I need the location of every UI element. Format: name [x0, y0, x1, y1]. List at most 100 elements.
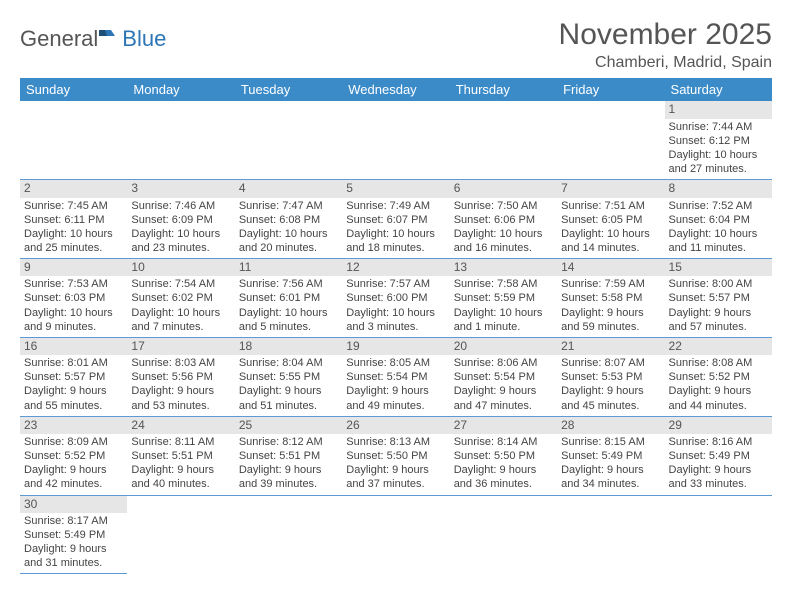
- sunset-text: Sunset: 6:11 PM: [24, 213, 123, 227]
- day-number: 28: [557, 417, 664, 435]
- sunrise-text: Sunrise: 8:05 AM: [346, 356, 445, 370]
- calendar-cell: [235, 101, 342, 179]
- day-number: [450, 496, 557, 512]
- sunrise-text: Sunrise: 8:08 AM: [669, 356, 768, 370]
- sunset-text: Sunset: 5:57 PM: [24, 370, 123, 384]
- day-details: Sunrise: 7:49 AMSunset: 6:07 PMDaylight:…: [342, 198, 449, 258]
- day-details: Sunrise: 7:54 AMSunset: 6:02 PMDaylight:…: [127, 276, 234, 336]
- day-number: 19: [342, 338, 449, 356]
- daylight-text: Daylight: 9 hours and 57 minutes.: [669, 306, 768, 334]
- calendar-cell: [450, 101, 557, 179]
- sunset-text: Sunset: 5:49 PM: [669, 449, 768, 463]
- sunrise-text: Sunrise: 8:03 AM: [131, 356, 230, 370]
- sunset-text: Sunset: 5:50 PM: [346, 449, 445, 463]
- sunrise-text: Sunrise: 8:09 AM: [24, 435, 123, 449]
- day-number: 27: [450, 417, 557, 435]
- sunset-text: Sunset: 5:55 PM: [239, 370, 338, 384]
- day-number: [557, 496, 664, 512]
- daylight-text: Daylight: 10 hours and 20 minutes.: [239, 227, 338, 255]
- sunrise-text: Sunrise: 8:11 AM: [131, 435, 230, 449]
- day-number: [235, 496, 342, 512]
- sunrise-text: Sunrise: 8:12 AM: [239, 435, 338, 449]
- sunset-text: Sunset: 5:54 PM: [454, 370, 553, 384]
- day-number: 11: [235, 259, 342, 277]
- calendar-cell: 2Sunrise: 7:45 AMSunset: 6:11 PMDaylight…: [20, 179, 127, 258]
- daylight-text: Daylight: 10 hours and 9 minutes.: [24, 306, 123, 334]
- day-details: [127, 512, 234, 562]
- day-number: 12: [342, 259, 449, 277]
- calendar-cell: 3Sunrise: 7:46 AMSunset: 6:09 PMDaylight…: [127, 179, 234, 258]
- day-details: [557, 117, 664, 167]
- day-details: [127, 117, 234, 167]
- day-number: 20: [450, 338, 557, 356]
- sunrise-text: Sunrise: 7:51 AM: [561, 199, 660, 213]
- sunrise-text: Sunrise: 8:07 AM: [561, 356, 660, 370]
- day-details: Sunrise: 8:05 AMSunset: 5:54 PMDaylight:…: [342, 355, 449, 415]
- daylight-text: Daylight: 9 hours and 39 minutes.: [239, 463, 338, 491]
- day-header-row: Sunday Monday Tuesday Wednesday Thursday…: [20, 78, 772, 101]
- flag-icon: [98, 26, 120, 52]
- day-header: Monday: [127, 78, 234, 101]
- sunrise-text: Sunrise: 7:57 AM: [346, 277, 445, 291]
- calendar-cell: 16Sunrise: 8:01 AMSunset: 5:57 PMDayligh…: [20, 337, 127, 416]
- day-header: Sunday: [20, 78, 127, 101]
- day-number: [342, 101, 449, 117]
- sunrise-text: Sunrise: 8:15 AM: [561, 435, 660, 449]
- day-details: Sunrise: 7:57 AMSunset: 6:00 PMDaylight:…: [342, 276, 449, 336]
- calendar-cell: [557, 495, 664, 574]
- sunrise-text: Sunrise: 7:53 AM: [24, 277, 123, 291]
- day-number: 23: [20, 417, 127, 435]
- sunrise-text: Sunrise: 8:17 AM: [24, 514, 123, 528]
- title-block: November 2025 Chamberi, Madrid, Spain: [559, 18, 772, 72]
- day-number: [557, 101, 664, 117]
- sunset-text: Sunset: 5:59 PM: [454, 291, 553, 305]
- day-number: 8: [665, 180, 772, 198]
- daylight-text: Daylight: 9 hours and 40 minutes.: [131, 463, 230, 491]
- day-details: Sunrise: 8:04 AMSunset: 5:55 PMDaylight:…: [235, 355, 342, 415]
- sunset-text: Sunset: 6:07 PM: [346, 213, 445, 227]
- day-number: 6: [450, 180, 557, 198]
- calendar-cell: 1Sunrise: 7:44 AMSunset: 6:12 PMDaylight…: [665, 101, 772, 179]
- calendar-row: 2Sunrise: 7:45 AMSunset: 6:11 PMDaylight…: [20, 179, 772, 258]
- sunrise-text: Sunrise: 7:50 AM: [454, 199, 553, 213]
- daylight-text: Daylight: 9 hours and 49 minutes.: [346, 384, 445, 412]
- daylight-text: Daylight: 9 hours and 42 minutes.: [24, 463, 123, 491]
- sunset-text: Sunset: 5:51 PM: [239, 449, 338, 463]
- day-details: [20, 117, 127, 167]
- day-details: Sunrise: 7:56 AMSunset: 6:01 PMDaylight:…: [235, 276, 342, 336]
- sunset-text: Sunset: 6:04 PM: [669, 213, 768, 227]
- day-number: [127, 101, 234, 117]
- day-details: Sunrise: 7:44 AMSunset: 6:12 PMDaylight:…: [665, 119, 772, 179]
- logo: General Blue: [20, 26, 166, 52]
- day-details: Sunrise: 8:15 AMSunset: 5:49 PMDaylight:…: [557, 434, 664, 494]
- day-details: Sunrise: 8:08 AMSunset: 5:52 PMDaylight:…: [665, 355, 772, 415]
- sunrise-text: Sunrise: 8:16 AM: [669, 435, 768, 449]
- day-details: Sunrise: 8:11 AMSunset: 5:51 PMDaylight:…: [127, 434, 234, 494]
- calendar-cell: 24Sunrise: 8:11 AMSunset: 5:51 PMDayligh…: [127, 416, 234, 495]
- day-details: Sunrise: 8:09 AMSunset: 5:52 PMDaylight:…: [20, 434, 127, 494]
- day-details: Sunrise: 8:12 AMSunset: 5:51 PMDaylight:…: [235, 434, 342, 494]
- day-number: 18: [235, 338, 342, 356]
- calendar-cell: 10Sunrise: 7:54 AMSunset: 6:02 PMDayligh…: [127, 258, 234, 337]
- header: General Blue November 2025 Chamberi, Mad…: [20, 18, 772, 72]
- sunset-text: Sunset: 5:58 PM: [561, 291, 660, 305]
- sunset-text: Sunset: 5:52 PM: [669, 370, 768, 384]
- day-details: Sunrise: 8:07 AMSunset: 5:53 PMDaylight:…: [557, 355, 664, 415]
- day-number: 5: [342, 180, 449, 198]
- day-header: Tuesday: [235, 78, 342, 101]
- calendar-row: 1Sunrise: 7:44 AMSunset: 6:12 PMDaylight…: [20, 101, 772, 179]
- day-number: 21: [557, 338, 664, 356]
- day-details: Sunrise: 8:00 AMSunset: 5:57 PMDaylight:…: [665, 276, 772, 336]
- calendar-body: 1Sunrise: 7:44 AMSunset: 6:12 PMDaylight…: [20, 101, 772, 574]
- day-details: Sunrise: 7:47 AMSunset: 6:08 PMDaylight:…: [235, 198, 342, 258]
- daylight-text: Daylight: 10 hours and 14 minutes.: [561, 227, 660, 255]
- daylight-text: Daylight: 10 hours and 27 minutes.: [669, 148, 768, 176]
- day-details: [665, 512, 772, 562]
- sunset-text: Sunset: 5:51 PM: [131, 449, 230, 463]
- calendar-cell: 23Sunrise: 8:09 AMSunset: 5:52 PMDayligh…: [20, 416, 127, 495]
- sunrise-text: Sunrise: 7:44 AM: [669, 120, 768, 134]
- daylight-text: Daylight: 9 hours and 36 minutes.: [454, 463, 553, 491]
- calendar-cell: 15Sunrise: 8:00 AMSunset: 5:57 PMDayligh…: [665, 258, 772, 337]
- day-number: 14: [557, 259, 664, 277]
- calendar-cell: 29Sunrise: 8:16 AMSunset: 5:49 PMDayligh…: [665, 416, 772, 495]
